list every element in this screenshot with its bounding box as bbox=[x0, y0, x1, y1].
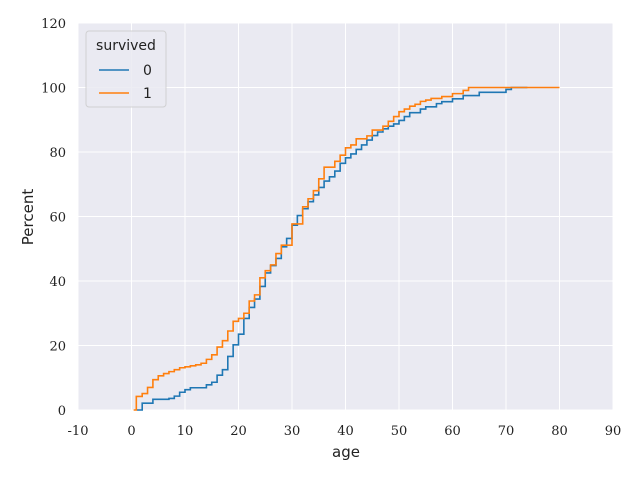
x-axis-label: age bbox=[332, 443, 360, 461]
y-axis-ticks: 0 20 40 60 80 100 120 bbox=[41, 17, 66, 419]
y-tick-label-4: 80 bbox=[49, 146, 66, 161]
series-layer bbox=[133, 86, 560, 411]
y-axis-label: Percent bbox=[19, 189, 37, 246]
y-tick-label-2: 40 bbox=[49, 275, 66, 290]
x-tick-label-10: 90 bbox=[605, 424, 622, 439]
x-tick-label-2: 10 bbox=[177, 424, 194, 439]
x-tick-label-1: 0 bbox=[127, 424, 135, 439]
x-axis-ticks: -10 0 10 20 30 40 50 60 70 80 90 bbox=[68, 424, 622, 439]
legend-title: survived bbox=[96, 38, 156, 54]
y-tick-label-5: 100 bbox=[41, 82, 66, 97]
legend-label-1: 1 bbox=[143, 86, 152, 102]
x-tick-label-4: 30 bbox=[284, 424, 301, 439]
x-tick-label-3: 20 bbox=[230, 424, 247, 439]
legend: survived 0 1 bbox=[85, 30, 167, 108]
x-tick-label-7: 60 bbox=[444, 424, 461, 439]
y-tick-label-0: 0 bbox=[58, 404, 66, 419]
x-tick-label-8: 70 bbox=[498, 424, 515, 439]
series-line-1 bbox=[133, 86, 560, 411]
legend-box bbox=[85, 30, 167, 108]
x-tick-label-9: 80 bbox=[551, 424, 568, 439]
x-tick-label-0: -10 bbox=[68, 424, 89, 439]
legend-label-0: 0 bbox=[143, 63, 152, 79]
y-tick-label-3: 60 bbox=[49, 211, 66, 226]
x-tick-label-5: 40 bbox=[337, 424, 354, 439]
x-tick-label-6: 50 bbox=[391, 424, 408, 439]
y-tick-label-1: 20 bbox=[49, 340, 66, 355]
y-tick-label-6: 120 bbox=[41, 17, 66, 32]
